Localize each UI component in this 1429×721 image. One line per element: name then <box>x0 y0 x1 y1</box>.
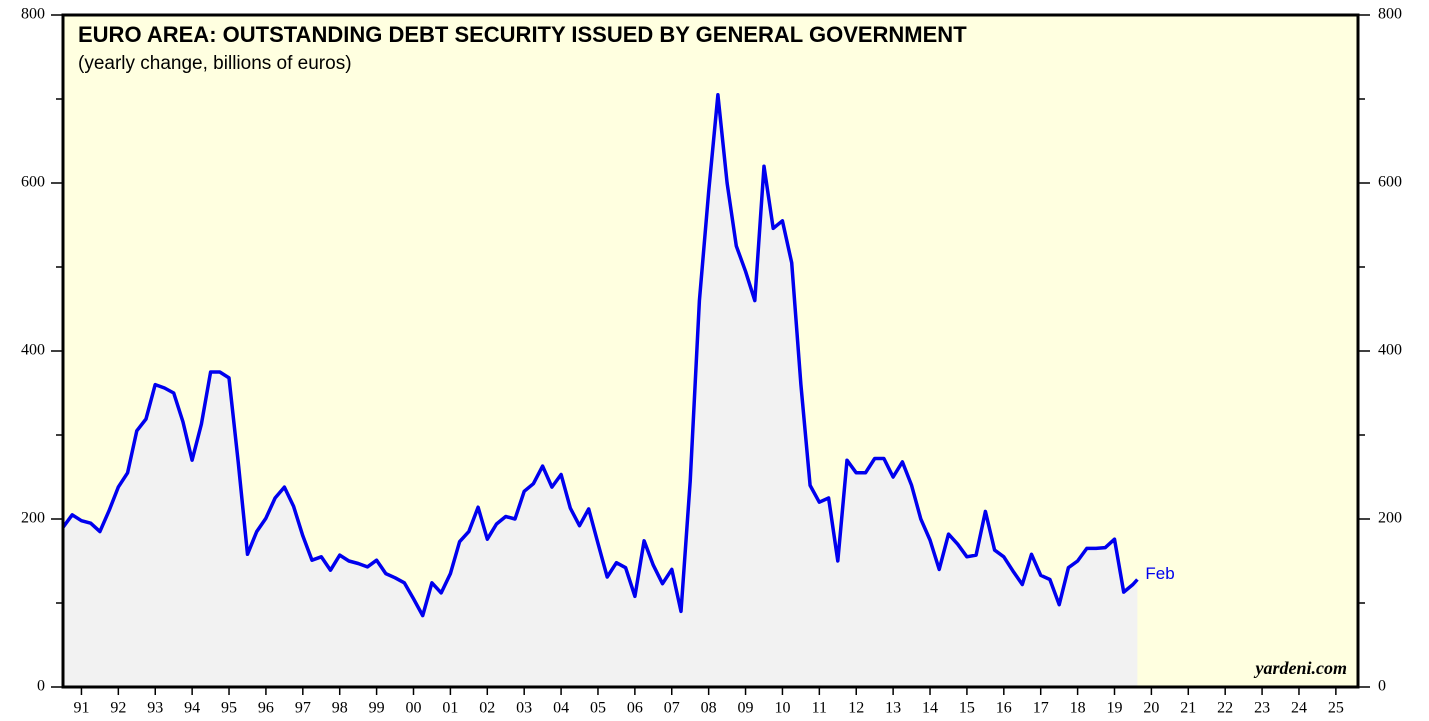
x-tick-label: 04 <box>553 700 569 717</box>
x-tick-label: 16 <box>996 700 1012 717</box>
x-tick-label: 21 <box>1180 700 1196 717</box>
x-tick-label: 91 <box>73 700 89 717</box>
x-tick-label: 93 <box>147 700 163 717</box>
x-tick-label: 24 <box>1291 700 1307 717</box>
x-tick-label: 99 <box>369 700 385 717</box>
x-tick-label: 09 <box>738 700 754 717</box>
y2-tick-label: 400 <box>1378 342 1402 359</box>
x-tick-label: 18 <box>1070 700 1086 717</box>
y-tick-label: 400 <box>21 342 45 359</box>
y-tick-label: 800 <box>21 6 45 23</box>
y2-tick-label: 200 <box>1378 510 1402 527</box>
x-tick-label: 01 <box>442 700 458 717</box>
y-tick-label: 0 <box>37 678 45 695</box>
x-tick-label: 97 <box>295 700 311 717</box>
x-tick-label: 03 <box>516 700 532 717</box>
x-tick-label: 96 <box>258 700 274 717</box>
x-tick-label: 94 <box>184 700 200 717</box>
x-tick-label: 07 <box>664 700 680 717</box>
annotation: Feb <box>1145 564 1174 583</box>
x-tick-label: 08 <box>701 700 717 717</box>
y2-tick-label: 600 <box>1378 174 1402 191</box>
x-tick-label: 23 <box>1254 700 1270 717</box>
x-tick-label: 95 <box>221 700 237 717</box>
x-tick-label: 98 <box>332 700 348 717</box>
y2-tick-label: 800 <box>1378 6 1402 23</box>
x-tick-label: 13 <box>885 700 901 717</box>
chart-title: EURO AREA: OUTSTANDING DEBT SECURITY ISS… <box>78 22 967 47</box>
x-tick-label: 25 <box>1328 700 1344 717</box>
x-tick-label: 15 <box>959 700 975 717</box>
x-tick-label: 12 <box>848 700 864 717</box>
chart-subtitle: (yearly change, billions of euros) <box>78 53 352 74</box>
area <box>63 94 1138 688</box>
x-tick-label: 19 <box>1106 700 1122 717</box>
x-tick-label: 05 <box>590 700 606 717</box>
x-tick-label: 17 <box>1033 700 1049 717</box>
y-tick-label: 200 <box>21 510 45 527</box>
x-tick-label: 92 <box>110 700 126 717</box>
x-tick-label: 14 <box>922 700 938 717</box>
source: yardeni.com <box>1254 658 1348 678</box>
y-tick-label: 600 <box>21 174 45 191</box>
x-tick-label: 06 <box>627 700 643 717</box>
x-tick-label: 10 <box>774 700 790 717</box>
x-tick-label: 11 <box>812 700 827 717</box>
line <box>61 93 1139 618</box>
x-tick-label: 22 <box>1217 700 1233 717</box>
x-tick-label: 00 <box>405 700 421 717</box>
x-tick-label: 20 <box>1143 700 1159 717</box>
x-tick-label: 02 <box>479 700 495 717</box>
y2-tick-label: 0 <box>1378 678 1386 695</box>
